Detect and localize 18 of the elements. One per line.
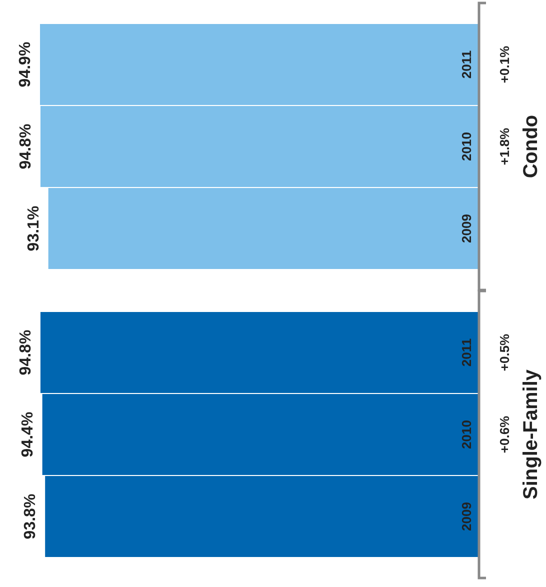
series-label: 2010 bbox=[459, 132, 474, 161]
data-label: 93.8% bbox=[22, 494, 40, 540]
text: 2011 bbox=[459, 338, 474, 367]
text: 2010 bbox=[459, 420, 474, 449]
text: +1.8% bbox=[497, 127, 512, 166]
data-label: 94.8% bbox=[17, 330, 34, 376]
text: +0.1% bbox=[497, 45, 512, 84]
data-label: 93.1% bbox=[25, 206, 42, 252]
data-label: 94.8% bbox=[17, 124, 34, 170]
data-label: 94.4% bbox=[19, 412, 36, 458]
series-label: 2011 bbox=[459, 50, 474, 79]
y-tick-label: Condo bbox=[520, 114, 542, 178]
data-label: 94.9% bbox=[17, 42, 34, 88]
series-label: 2009 bbox=[459, 214, 474, 243]
text: +0.6% bbox=[497, 415, 512, 454]
text: +0.5% bbox=[497, 333, 512, 372]
text: 2009 bbox=[459, 502, 474, 531]
y-tick-label: Single-Family bbox=[520, 368, 542, 500]
